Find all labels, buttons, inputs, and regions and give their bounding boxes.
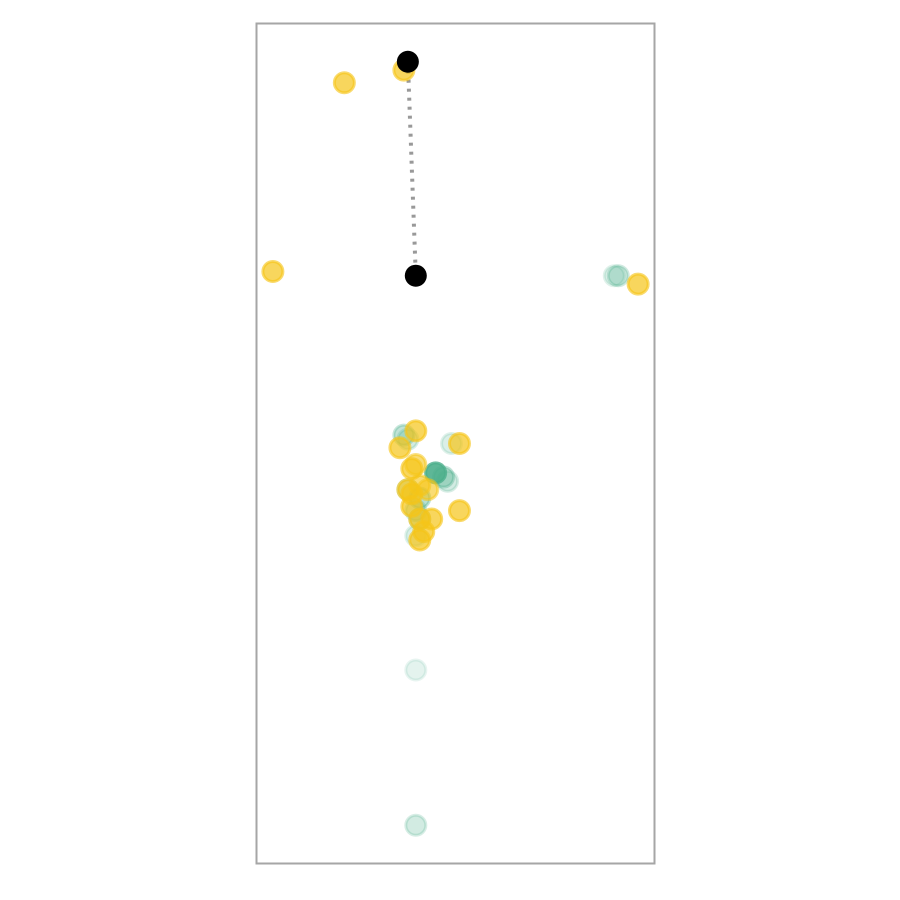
data-point [606,264,630,288]
data-point [388,436,412,460]
data-point [332,71,356,95]
data-point [602,264,626,288]
data-point [396,50,419,73]
data-point [404,264,427,287]
connector-line [405,61,418,276]
plot-frame [255,22,656,865]
data-point [408,528,432,552]
series-series_teal [392,264,630,837]
data-point [626,272,650,296]
data-point [432,465,456,489]
connector-layer [405,61,418,276]
series-highlight [396,50,427,287]
data-point [404,452,428,476]
data-point [261,260,285,284]
data-point [404,658,428,682]
data-point [404,419,428,443]
data-point [404,813,428,837]
points-layer [261,50,650,837]
data-point [436,469,460,493]
series-series_yellow [261,58,650,552]
data-point [416,478,440,502]
data-point [447,499,471,523]
data-point [447,432,471,455]
